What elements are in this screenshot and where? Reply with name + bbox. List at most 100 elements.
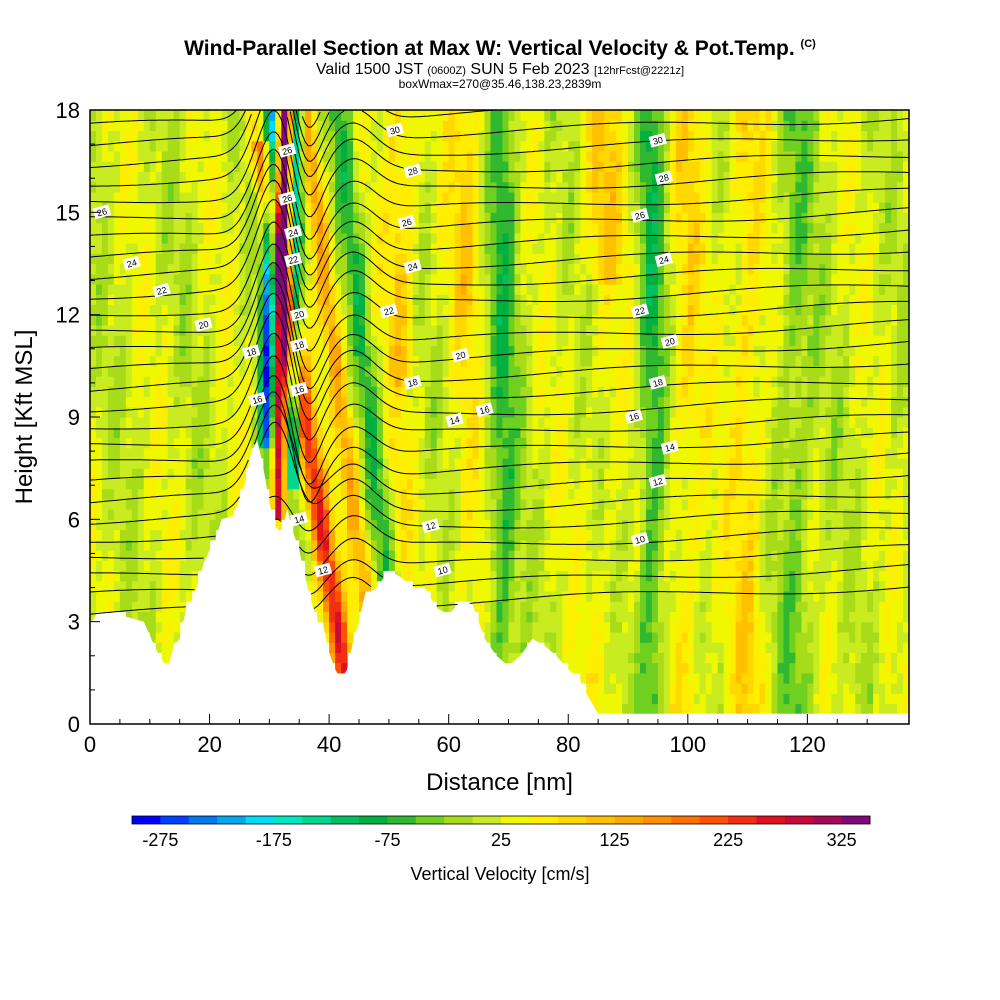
velocity-cell xyxy=(651,447,659,459)
velocity-cell xyxy=(675,427,683,439)
velocity-cell xyxy=(394,457,402,469)
velocity-cell xyxy=(651,191,659,203)
velocity-cell xyxy=(508,539,516,551)
velocity-cell xyxy=(335,335,342,346)
velocity-cell xyxy=(663,703,671,715)
velocity-cell xyxy=(281,488,288,500)
velocity-cell xyxy=(95,396,103,408)
velocity-cell xyxy=(155,130,163,142)
velocity-cell xyxy=(113,161,121,172)
velocity-cell xyxy=(161,498,169,510)
velocity-cell xyxy=(502,273,510,285)
velocity-cell xyxy=(364,355,372,367)
velocity-cell xyxy=(657,304,665,316)
velocity-cell xyxy=(90,560,97,572)
velocity-cell xyxy=(436,396,444,408)
velocity-cell xyxy=(616,396,623,408)
velocity-cell xyxy=(616,560,623,572)
velocity-cell xyxy=(257,335,264,346)
velocity-cell xyxy=(287,273,294,285)
velocity-cell xyxy=(107,232,115,244)
velocity-cell xyxy=(634,417,641,428)
velocity-cell xyxy=(436,447,444,459)
velocity-cell xyxy=(562,345,569,357)
velocity-cell xyxy=(544,314,551,326)
velocity-cell xyxy=(622,437,629,449)
velocity-cell xyxy=(628,304,635,316)
velocity-cell xyxy=(149,150,157,162)
velocity-cell xyxy=(520,294,527,306)
velocity-cell xyxy=(424,314,432,326)
velocity-cell xyxy=(311,191,318,203)
velocity-cell xyxy=(544,232,551,244)
velocity-cell xyxy=(472,396,480,408)
velocity-cell xyxy=(472,140,480,152)
velocity-cell xyxy=(203,140,211,152)
velocity-cell xyxy=(155,478,163,490)
velocity-cell xyxy=(502,263,510,275)
velocity-cell xyxy=(532,335,539,346)
velocity-cell xyxy=(191,457,199,469)
velocity-cell xyxy=(490,150,498,162)
velocity-cell xyxy=(317,161,324,172)
velocity-cell xyxy=(669,662,677,674)
velocity-cell xyxy=(311,550,318,561)
velocity-cell xyxy=(341,150,348,162)
velocity-cell xyxy=(657,202,665,213)
velocity-cell xyxy=(95,468,103,479)
velocity-cell xyxy=(520,222,527,234)
velocity-cell xyxy=(173,110,181,121)
velocity-cell xyxy=(287,468,294,479)
velocity-cell xyxy=(143,621,151,633)
velocity-cell xyxy=(681,243,689,254)
velocity-cell xyxy=(598,376,605,387)
velocity-cell xyxy=(359,161,366,172)
velocity-cell xyxy=(179,150,187,162)
velocity-cell xyxy=(568,447,575,459)
velocity-cell xyxy=(101,150,109,162)
velocity-cell xyxy=(550,253,557,265)
velocity-cell xyxy=(125,212,133,224)
velocity-cell xyxy=(616,417,623,428)
velocity-cell xyxy=(329,621,336,633)
velocity-cell xyxy=(347,550,354,561)
velocity-cell xyxy=(610,693,617,705)
velocity-cell xyxy=(221,171,229,183)
velocity-cell xyxy=(90,498,97,510)
velocity-cell xyxy=(275,355,282,367)
velocity-cell xyxy=(353,601,360,613)
velocity-cell xyxy=(604,345,611,357)
velocity-cell xyxy=(616,140,623,152)
velocity-cell xyxy=(538,273,545,285)
velocity-cell xyxy=(598,324,605,336)
velocity-cell xyxy=(496,642,504,653)
velocity-cell xyxy=(616,324,623,336)
velocity-cell xyxy=(329,488,336,500)
velocity-cell xyxy=(347,539,354,551)
velocity-cell xyxy=(604,232,611,244)
velocity-cell xyxy=(101,570,109,582)
velocity-cell xyxy=(275,314,282,326)
velocity-cell xyxy=(149,406,157,418)
velocity-cell xyxy=(179,232,187,244)
velocity-cell xyxy=(113,570,121,582)
velocity-cell xyxy=(257,120,264,132)
velocity-cell xyxy=(628,550,635,561)
velocity-cell xyxy=(586,222,593,234)
velocity-cell xyxy=(197,191,205,203)
velocity-cell xyxy=(341,529,348,541)
velocity-cell xyxy=(335,396,342,408)
velocity-cell xyxy=(376,509,384,520)
velocity-cell xyxy=(155,150,163,162)
velocity-cell xyxy=(454,202,462,213)
velocity-cell xyxy=(502,324,510,336)
velocity-cell xyxy=(394,509,402,520)
velocity-cell xyxy=(269,427,276,439)
velocity-cell xyxy=(305,437,312,449)
velocity-cell xyxy=(634,243,641,254)
velocity-cell xyxy=(239,212,247,224)
velocity-cell xyxy=(586,652,593,664)
velocity-cell xyxy=(508,478,516,490)
velocity-cell xyxy=(580,396,587,408)
velocity-cell xyxy=(227,345,235,357)
